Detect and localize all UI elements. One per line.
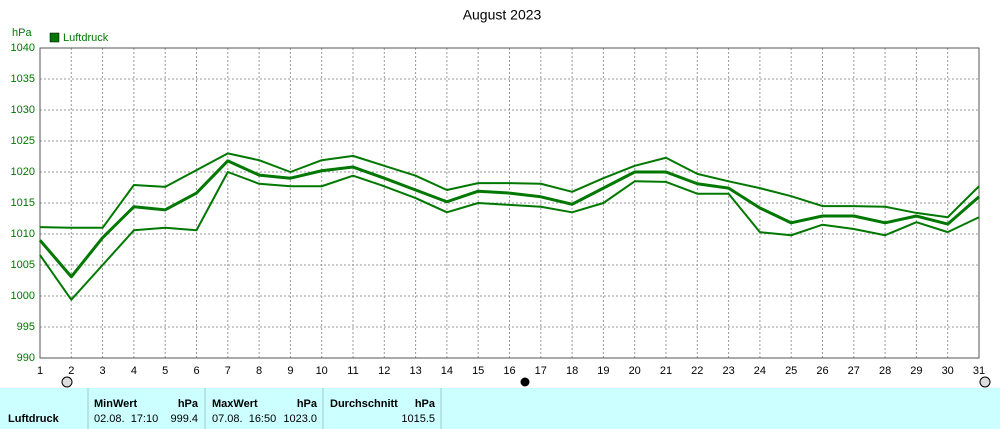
x-tick-label: 21: [660, 365, 672, 377]
y-tick-label: 1015: [11, 197, 35, 209]
stats-header: hPa: [178, 398, 199, 410]
x-tick-label: 23: [722, 365, 734, 377]
x-tick-label: 14: [441, 365, 453, 377]
stats-cell: 1015.5: [401, 413, 435, 425]
stats-header: MaxWert: [212, 398, 258, 410]
y-tick-label: 1030: [11, 104, 35, 116]
x-tick-label: 6: [193, 365, 199, 377]
x-tick-label: 15: [472, 365, 484, 377]
y-tick-label: 1020: [11, 166, 35, 178]
y-tick-label: 1035: [11, 73, 35, 85]
stats-dividers: [87, 388, 442, 429]
x-tick-label: 16: [503, 365, 515, 377]
x-tick-label: 10: [316, 365, 328, 377]
x-tick-label: 25: [785, 365, 797, 377]
x-tick-label: 5: [162, 365, 168, 377]
slider-handle[interactable]: [979, 376, 991, 388]
line-upper: [39, 152, 980, 229]
slider-handle[interactable]: [520, 377, 530, 387]
x-tick-label: 4: [131, 365, 137, 377]
slider-handles[interactable]: [61, 376, 991, 388]
x-tick-label: 24: [754, 365, 766, 377]
x-tick-label: 13: [409, 365, 421, 377]
x-tick-label: 29: [910, 365, 922, 377]
stats-cell: 07.08. 16:50: [212, 413, 276, 425]
y-tick-label: 995: [17, 321, 35, 333]
legend-label: Luftdruck: [63, 32, 109, 44]
y-tick-label: 990: [17, 352, 35, 364]
x-tick-label: 3: [100, 365, 106, 377]
x-tick-label: 9: [287, 365, 293, 377]
y-tick-label: 1010: [11, 228, 35, 240]
slider-handle[interactable]: [61, 376, 73, 388]
x-tick-label: 8: [256, 365, 262, 377]
x-tick-label: 22: [691, 365, 703, 377]
stats-row-label: Luftdruck: [8, 413, 60, 425]
stats-header: hPa: [297, 398, 318, 410]
y-tick-label: 1040: [11, 42, 35, 54]
x-tick-label: 18: [566, 365, 578, 377]
x-tick-label: 30: [942, 365, 954, 377]
legend-swatch: [49, 32, 60, 43]
stats-cell: 999.4: [170, 413, 198, 425]
y-tick-label: 1005: [11, 259, 35, 271]
plot-frame: [39, 47, 980, 359]
x-tick-label: 31: [973, 365, 985, 377]
y-axis-label: hPa: [12, 27, 32, 39]
x-tick-label: 27: [848, 365, 860, 377]
stats-header: MinWert: [94, 398, 138, 410]
x-tick-label: 17: [535, 365, 547, 377]
x-tick-label: 19: [597, 365, 609, 377]
stats-panel: [0, 388, 1000, 429]
x-tick-label: 2: [68, 365, 74, 377]
x-tick-label: 12: [378, 365, 390, 377]
y-tick-label: 1025: [11, 135, 35, 147]
x-tick-label: 26: [816, 365, 828, 377]
chart-title: August 2023: [463, 7, 542, 23]
x-tick-label: 7: [225, 365, 231, 377]
x-tick-label: 1: [37, 365, 43, 377]
stats-header: Durchschnitt: [330, 398, 398, 410]
x-tick-label: 28: [879, 365, 891, 377]
line-values: [38, 159, 980, 279]
stats-cell: 1023.0: [283, 413, 317, 425]
y-tick-label: 1000: [11, 290, 35, 302]
stats-cell: 02.08. 17:10: [94, 413, 158, 425]
x-tick-label: 20: [629, 365, 641, 377]
x-tick-label: 11: [347, 365, 358, 377]
stats-header: hPa: [415, 398, 436, 410]
line-lower: [39, 171, 980, 301]
